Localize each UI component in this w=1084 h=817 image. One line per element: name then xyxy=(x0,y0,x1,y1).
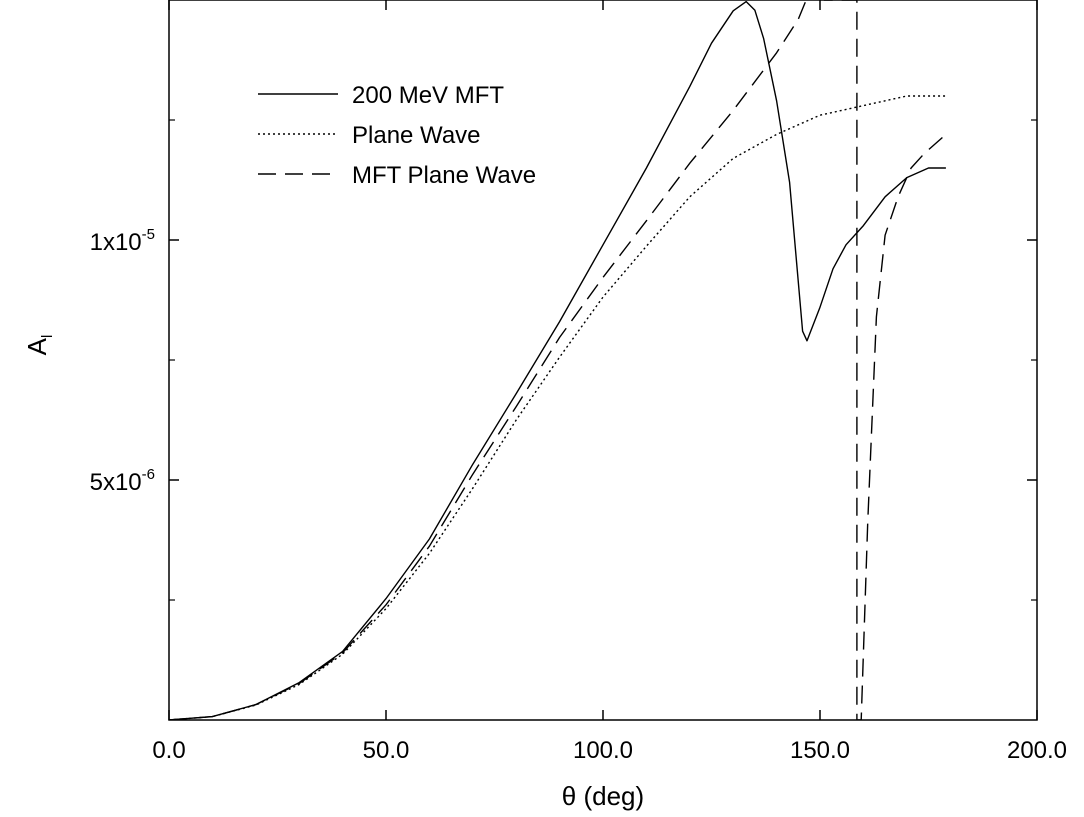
series-line-0 xyxy=(169,0,946,720)
y-tick-label-base-1: 1x10 xyxy=(90,229,142,256)
x-tick-label-0: 0.0 xyxy=(152,737,185,764)
series-line-2 xyxy=(169,0,947,720)
tick-labels: 0.0 50.0 100.0 150.0 200.0 5x10-6 1x10-5 xyxy=(90,226,1067,764)
y-tick-label-exp-0: -6 xyxy=(142,466,155,483)
x-tick-label-1: 50.0 xyxy=(363,737,410,764)
y-axis-label-sub: l xyxy=(39,335,56,338)
x-tick-label-3: 150.0 xyxy=(790,737,850,764)
legend: 200 MeV MFT Plane Wave MFT Plane Wave xyxy=(258,82,536,189)
y-axis-label-main: A xyxy=(22,337,52,355)
x-tick-label-2: 100.0 xyxy=(573,737,633,764)
series-layer xyxy=(169,0,947,720)
y-axis-label: Al xyxy=(22,335,56,356)
y-tick-label-0: 5x10-6 xyxy=(90,466,155,496)
legend-label-0: 200 MeV MFT xyxy=(352,82,504,109)
axis-ticks xyxy=(168,0,1038,720)
x-axis-label: θ (deg) xyxy=(562,781,644,811)
y-tick-label-1: 1x10-5 xyxy=(90,226,155,256)
x-tick-label-4: 200.0 xyxy=(1007,737,1067,764)
y-axis-label-group: Al xyxy=(22,335,56,356)
legend-label-2: MFT Plane Wave xyxy=(352,162,536,189)
series-line-1 xyxy=(169,95,946,720)
legend-label-1: Plane Wave xyxy=(352,122,481,149)
y-tick-label-exp-1: -5 xyxy=(142,226,155,243)
y-tick-label-base-0: 5x10 xyxy=(90,469,142,496)
plot-frame xyxy=(168,0,1038,721)
